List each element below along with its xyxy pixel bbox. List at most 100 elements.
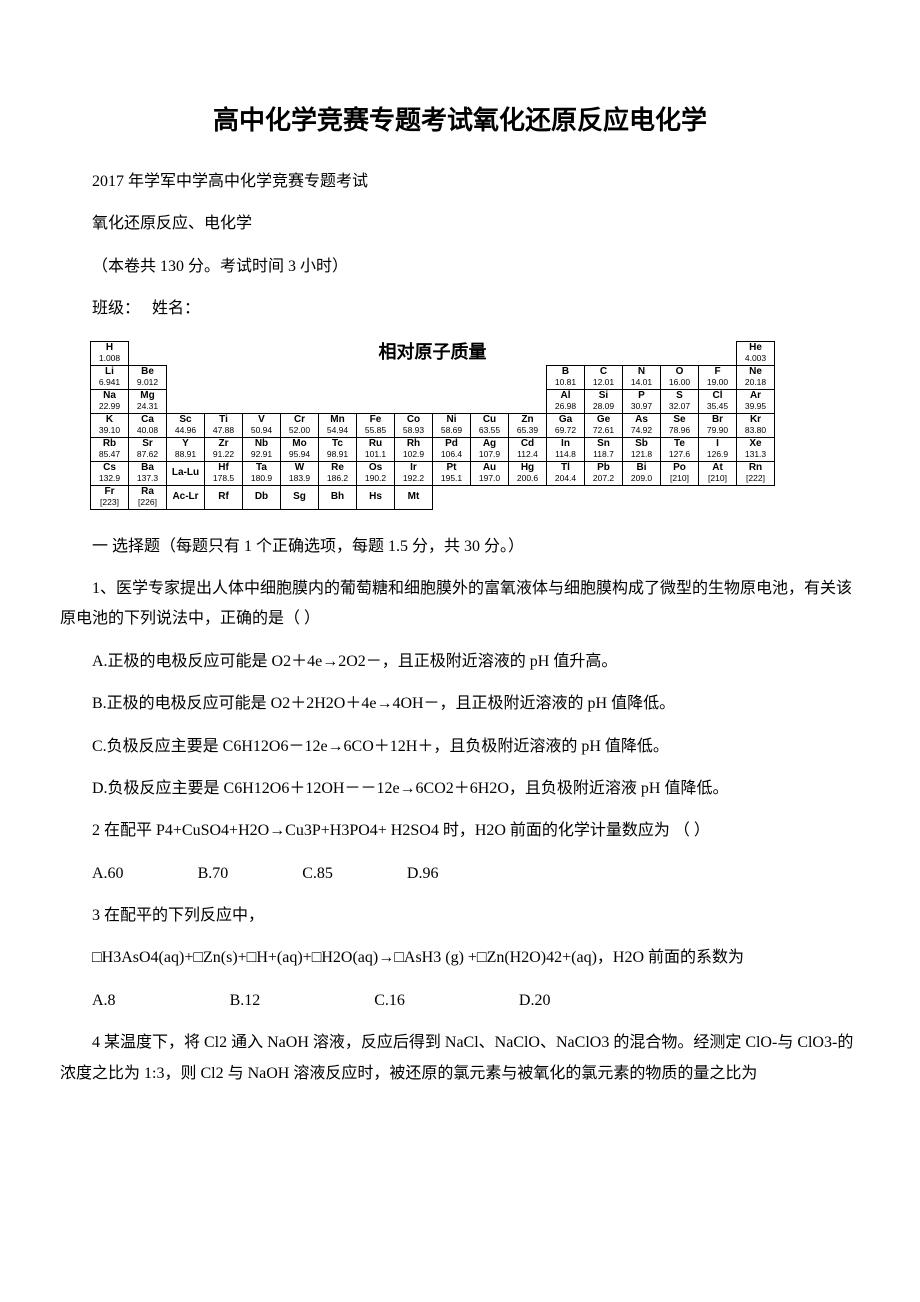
periodic-element-cell: Ge72.61 bbox=[585, 413, 623, 437]
periodic-empty-cell bbox=[167, 389, 205, 413]
periodic-element-cell: Kr83.80 bbox=[737, 413, 775, 437]
q2-stem: 2 在配平 P4+CuSO4+H2O→Cu3P+H3PO4+ H2SO4 时，H… bbox=[60, 816, 860, 846]
periodic-element-cell: Y88.91 bbox=[167, 437, 205, 461]
periodic-element-cell: Sc44.96 bbox=[167, 413, 205, 437]
periodic-element-cell: Rb85.47 bbox=[91, 437, 129, 461]
periodic-element-cell: Cr52.00 bbox=[281, 413, 319, 437]
periodic-element-cell: S32.07 bbox=[661, 389, 699, 413]
periodic-element-cell: Sn118.7 bbox=[585, 437, 623, 461]
periodic-empty-cell bbox=[281, 365, 319, 389]
header-line-2: 氧化还原反应、电化学 bbox=[60, 209, 860, 239]
periodic-element-cell: I126.9 bbox=[699, 437, 737, 461]
periodic-empty-cell bbox=[433, 389, 471, 413]
periodic-empty-cell bbox=[547, 485, 585, 509]
periodic-empty-cell bbox=[281, 389, 319, 413]
periodic-element-cell: Ca40.08 bbox=[129, 413, 167, 437]
periodic-element-cell: At[210] bbox=[699, 461, 737, 485]
periodic-element-cell: Ir192.2 bbox=[395, 461, 433, 485]
periodic-empty-cell bbox=[433, 365, 471, 389]
periodic-element-cell: Re186.2 bbox=[319, 461, 357, 485]
periodic-element-cell: Li6.941 bbox=[91, 365, 129, 389]
periodic-empty-cell bbox=[395, 365, 433, 389]
periodic-element-cell: Po[210] bbox=[661, 461, 699, 485]
periodic-element-cell: Bi209.0 bbox=[623, 461, 661, 485]
periodic-element-cell: Rn[222] bbox=[737, 461, 775, 485]
q2-d: D.96 bbox=[407, 865, 439, 882]
periodic-table: H1.008相对原子质量He4.003Li6.941Be9.012B10.81C… bbox=[90, 341, 775, 510]
periodic-element-cell: Bh bbox=[319, 485, 357, 509]
periodic-element-cell: Ar39.95 bbox=[737, 389, 775, 413]
periodic-element-cell: Ta180.9 bbox=[243, 461, 281, 485]
q2-a: A.60 bbox=[92, 865, 124, 882]
periodic-element-cell: Tc98.91 bbox=[319, 437, 357, 461]
periodic-element-cell: N14.01 bbox=[623, 365, 661, 389]
q3-equation: □H3AsO4(aq)+□Zn(s)+□H+(aq)+□H2O(aq)→□AsH… bbox=[60, 943, 860, 973]
periodic-element-cell: Te127.6 bbox=[661, 437, 699, 461]
periodic-element-cell: Be9.012 bbox=[129, 365, 167, 389]
periodic-empty-cell bbox=[357, 389, 395, 413]
periodic-element-cell: Br79.90 bbox=[699, 413, 737, 437]
header-line-3: （本卷共 130 分。考试时间 3 小时） bbox=[60, 252, 860, 282]
periodic-empty-cell bbox=[395, 389, 433, 413]
periodic-element-cell: Hf178.5 bbox=[205, 461, 243, 485]
periodic-element-cell: Ac-Lr bbox=[167, 485, 205, 509]
periodic-element-cell: Na22.99 bbox=[91, 389, 129, 413]
periodic-element-cell: As74.92 bbox=[623, 413, 661, 437]
periodic-element-cell: Fr[223] bbox=[91, 485, 129, 509]
periodic-element-cell: Tl204.4 bbox=[547, 461, 585, 485]
periodic-element-cell: Co58.93 bbox=[395, 413, 433, 437]
q3-d: D.20 bbox=[519, 992, 551, 1009]
periodic-element-cell: Ba137.3 bbox=[129, 461, 167, 485]
periodic-element-cell: He4.003 bbox=[737, 341, 775, 365]
periodic-element-cell: B10.81 bbox=[547, 365, 585, 389]
periodic-empty-cell bbox=[509, 485, 547, 509]
periodic-element-cell: K39.10 bbox=[91, 413, 129, 437]
periodic-element-cell: Zn65.39 bbox=[509, 413, 547, 437]
periodic-element-cell: Mo95.94 bbox=[281, 437, 319, 461]
periodic-element-cell: Ne20.18 bbox=[737, 365, 775, 389]
periodic-element-cell: Mg24.31 bbox=[129, 389, 167, 413]
periodic-element-cell: Au197.0 bbox=[471, 461, 509, 485]
q3-c: C.16 bbox=[374, 992, 405, 1009]
periodic-element-cell: Rf bbox=[205, 485, 243, 509]
periodic-element-cell: W183.9 bbox=[281, 461, 319, 485]
periodic-element-cell: In114.8 bbox=[547, 437, 585, 461]
periodic-element-cell: La-Lu bbox=[167, 461, 205, 485]
periodic-element-cell: Xe131.3 bbox=[737, 437, 775, 461]
q2-c: C.85 bbox=[302, 865, 333, 882]
periodic-empty-cell bbox=[471, 365, 509, 389]
periodic-empty-cell bbox=[433, 485, 471, 509]
periodic-element-cell: Rh102.9 bbox=[395, 437, 433, 461]
periodic-element-cell: Ni58.69 bbox=[433, 413, 471, 437]
periodic-element-cell: Ga69.72 bbox=[547, 413, 585, 437]
periodic-element-cell: Ru101.1 bbox=[357, 437, 395, 461]
q1-option-d: D.负极反应主要是 C6H12O6＋12OH－－12e→6CO2＋6H2O，且负… bbox=[60, 774, 860, 804]
header-line-1: 2017 年学军中学高中化学竞赛专题考试 bbox=[60, 167, 860, 197]
periodic-table-title: 相对原子质量 bbox=[129, 341, 737, 365]
periodic-empty-cell bbox=[471, 485, 509, 509]
page-title: 高中化学竞赛专题考试氧化还原反应电化学 bbox=[60, 100, 860, 137]
q3-b: B.12 bbox=[230, 992, 261, 1009]
periodic-element-cell: Cu63.55 bbox=[471, 413, 509, 437]
periodic-empty-cell bbox=[243, 365, 281, 389]
periodic-element-cell: O16.00 bbox=[661, 365, 699, 389]
periodic-element-cell: F19.00 bbox=[699, 365, 737, 389]
periodic-element-cell: Ti47.88 bbox=[205, 413, 243, 437]
periodic-empty-cell bbox=[243, 389, 281, 413]
q1-option-a: A.正极的电极反应可能是 O2＋4e→2O2－，且正极附近溶液的 pH 值升高。 bbox=[60, 647, 860, 677]
periodic-element-cell: Cl35.45 bbox=[699, 389, 737, 413]
section-1-heading: 一 选择题（每题只有 1 个正确选项，每题 1.5 分，共 30 分。） bbox=[60, 532, 860, 562]
periodic-element-cell: Ra[226] bbox=[129, 485, 167, 509]
periodic-element-cell: Fe55.85 bbox=[357, 413, 395, 437]
periodic-empty-cell bbox=[509, 389, 547, 413]
periodic-empty-cell bbox=[167, 365, 205, 389]
q1-option-b: B.正极的电极反应可能是 O2＋2H2O＋4e→4OH－，且正极附近溶液的 pH… bbox=[60, 689, 860, 719]
q3-a: A.8 bbox=[92, 992, 116, 1009]
q3-options: A.8 B.12 C.16 D.20 bbox=[60, 986, 860, 1016]
periodic-empty-cell bbox=[585, 485, 623, 509]
q2-options: A.60 B.70 C.85 D.96 bbox=[60, 859, 860, 889]
periodic-element-cell: C12.01 bbox=[585, 365, 623, 389]
periodic-empty-cell bbox=[357, 365, 395, 389]
periodic-empty-cell bbox=[737, 485, 775, 509]
periodic-element-cell: Pd106.4 bbox=[433, 437, 471, 461]
